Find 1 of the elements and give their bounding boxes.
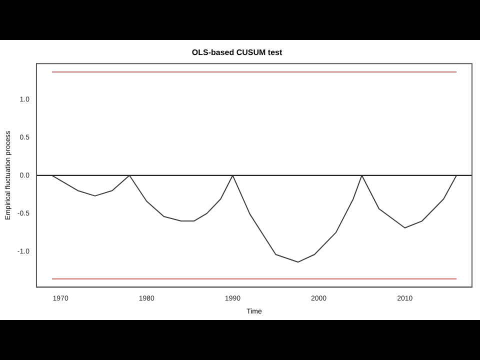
chart-title: OLS-based CUSUM test bbox=[192, 48, 282, 58]
